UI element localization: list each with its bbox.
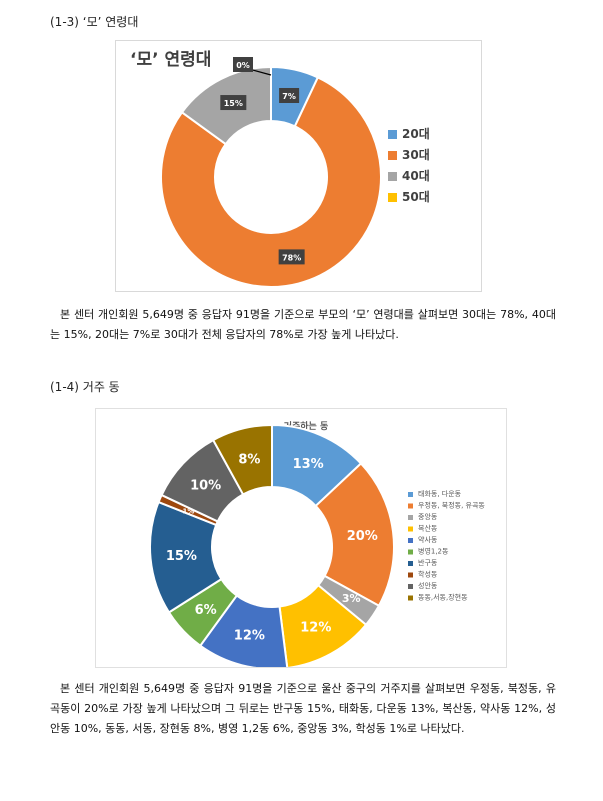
legend-label-성안동: 성안동 bbox=[418, 581, 438, 590]
data-label-box bbox=[220, 95, 247, 111]
age-chart: ‘모’ 연령대 7% 78% 15% 0% 20대 30대 40대 50대 bbox=[115, 40, 482, 292]
data-label: 15% bbox=[224, 99, 243, 108]
legend-swatch-복산동 bbox=[408, 526, 413, 532]
slice-우정동-북정동-유곡동 bbox=[314, 462, 395, 608]
section2-paragraph: 본 센터 개인회원 5,649명 중 응답자 91명을 기준으로 울산 중구의 … bbox=[50, 682, 556, 735]
legend-label-약사동: 약사동 bbox=[418, 535, 438, 544]
data-label: 0% bbox=[236, 61, 250, 70]
district-chart: 거주하는 동 13% 20% 3% 12% 12% 6% 15% 1% 10% 8% 태화동, 다… bbox=[95, 408, 507, 670]
data-label: 7% bbox=[282, 92, 296, 101]
legend-swatch-30대 bbox=[388, 151, 397, 160]
data-label: 15% bbox=[166, 549, 197, 564]
data-label: 12% bbox=[300, 620, 331, 635]
legend-swatch-성안동 bbox=[408, 584, 413, 589]
legend-swatch-우정동-북정동-유곡동 bbox=[408, 503, 413, 509]
legend-label-40대: 40대 bbox=[402, 169, 430, 183]
legend-label-20대: 20대 bbox=[402, 127, 430, 141]
slice-동동-서동-장현동 bbox=[211, 423, 273, 496]
legend-swatch-40대 bbox=[388, 172, 397, 181]
legend-swatch-50대 bbox=[388, 193, 397, 202]
legend-label-우정동-북정동-유곡동: 우정동, 북정동, 유곡동 bbox=[418, 501, 485, 510]
slice-30대 bbox=[160, 76, 382, 288]
data-label: 12% bbox=[234, 629, 265, 644]
legend-label-복산동: 복산동 bbox=[418, 524, 438, 533]
data-label: 8% bbox=[238, 452, 260, 467]
section1-paragraph: 본 센터 개인회원 5,649명 중 응답자 91명을 기준으로 부모의 ‘모’… bbox=[50, 308, 556, 341]
legend-swatch-병영1-2동 bbox=[408, 549, 413, 555]
data-label: 78% bbox=[282, 253, 301, 262]
legend-swatch-학성동 bbox=[408, 572, 413, 578]
section2-heading: (1-4) 거주 동 bbox=[50, 380, 120, 394]
legend-label-30대: 30대 bbox=[402, 148, 430, 162]
legend-label-병영1-2동: 병영1,2동 bbox=[418, 547, 449, 556]
data-label: 13% bbox=[293, 457, 324, 472]
data-label: 3% bbox=[342, 592, 361, 605]
legend-swatch-약사동 bbox=[408, 538, 413, 543]
legend-swatch-반구동 bbox=[408, 561, 413, 566]
chart-title: ‘모’ 연령대 bbox=[130, 49, 211, 70]
data-label: 1% bbox=[183, 507, 195, 515]
legend-label-동동-서동-장현동: 동동,서동,장현동 bbox=[418, 593, 468, 602]
data-label-box bbox=[233, 57, 253, 72]
data-label: 20% bbox=[347, 529, 378, 544]
age-donut-chart: ‘모’ 연령대 7% 78% 15% 0% 20대 30대 40대 50대 bbox=[130, 49, 430, 288]
legend-swatch-20대 bbox=[388, 130, 397, 139]
data-label-box bbox=[279, 87, 300, 103]
legend-label-태화동-다운동: 태화동, 다운동 bbox=[418, 489, 462, 498]
data-label: 10% bbox=[190, 478, 221, 493]
legend-label-학성동: 학성동 bbox=[418, 570, 438, 579]
district-donut-chart: 거주하는 동 13%20%3%12%12%6%15%1%10%8% 태화동, 다… bbox=[149, 420, 485, 670]
section1-heading: (1-3) ‘모’ 연령대 bbox=[50, 15, 139, 29]
legend-label-반구동: 반구동 bbox=[418, 558, 438, 567]
legend-swatch-중앙동 bbox=[408, 515, 413, 520]
data-label-box bbox=[278, 249, 305, 265]
legend-swatch-태화동-다운동 bbox=[408, 492, 413, 497]
data-label: 6% bbox=[195, 603, 217, 618]
legend-label-중앙동: 중앙동 bbox=[418, 513, 438, 521]
legend-label-50대: 50대 bbox=[402, 190, 430, 204]
legend-swatch-동동-서동-장현동 bbox=[408, 595, 413, 601]
